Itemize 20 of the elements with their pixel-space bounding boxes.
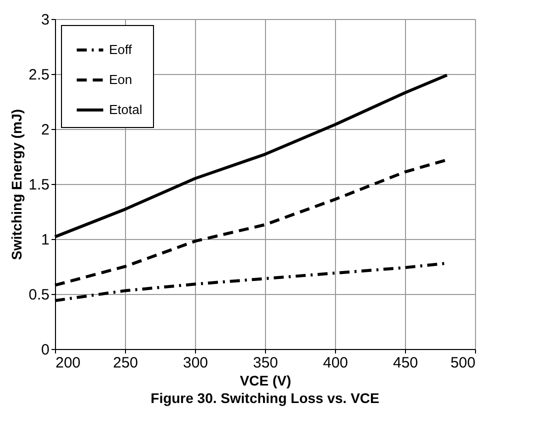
y-tick-label: 3 — [41, 12, 50, 28]
legend-label: Etotal — [109, 102, 142, 117]
y-tick-label: 0 — [41, 342, 50, 358]
x-tick-label: 250 — [112, 354, 138, 372]
y-tick-label: 2 — [41, 122, 50, 138]
y-tick-label: 1 — [41, 232, 50, 248]
x-tick-label: 400 — [322, 354, 348, 372]
y-tick-label: 0.5 — [28, 286, 50, 304]
x-axis-title: VCE (V) — [240, 372, 292, 388]
legend-label: Eon — [109, 72, 132, 87]
x-tick-label: 500 — [450, 354, 476, 372]
x-tick-label: 350 — [252, 354, 278, 372]
caption: Figure 30. Switching Loss vs. VCE — [150, 390, 380, 406]
x-tick-label: 450 — [392, 354, 418, 372]
legend-label: Eoff — [109, 42, 132, 57]
y-axis-title: Switching Energy (mJ) — [8, 109, 25, 260]
y-tick-label: 2.5 — [28, 66, 50, 84]
x-tick-label: 300 — [182, 354, 208, 372]
y-tick-label: 1.5 — [28, 176, 50, 194]
x-tick-label: 200 — [56, 354, 81, 372]
